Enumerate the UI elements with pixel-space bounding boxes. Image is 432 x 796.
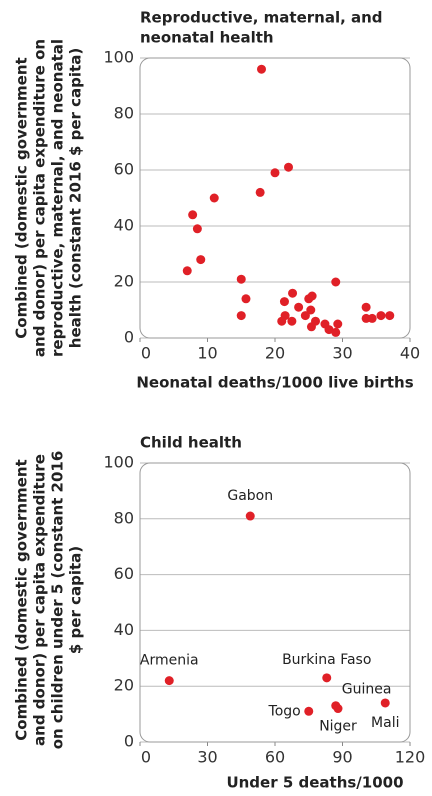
y-axis-label: health (constant 2016 $ per capita) — [67, 48, 85, 348]
point — [279, 297, 289, 307]
chart-title: neonatal health — [140, 29, 274, 47]
y-axis-label: $ per capita) — [67, 546, 85, 654]
point — [333, 704, 343, 714]
point-label: Togo — [268, 703, 301, 719]
y-axis-label: and donor) per capita expenditure — [31, 454, 49, 746]
y-axis-label: Combined (domestic government — [13, 459, 31, 740]
point — [380, 698, 390, 708]
point — [236, 274, 246, 284]
point — [196, 255, 206, 265]
point — [331, 277, 341, 287]
y-axis-label: and donor) per capita expenditure on — [31, 39, 49, 357]
point — [307, 291, 317, 301]
y-tick-label: 0 — [124, 328, 134, 347]
x-tick-label: 60 — [265, 748, 285, 767]
point — [385, 311, 395, 321]
point — [288, 288, 298, 298]
point-label: Gabon — [227, 488, 273, 504]
y-tick-label: 80 — [114, 508, 134, 527]
x-tick-label: 90 — [332, 748, 352, 767]
point — [192, 224, 202, 234]
x-axis-label: Neonatal deaths/1000 live births — [136, 374, 413, 392]
y-axis-label: Combined (domestic government — [13, 57, 31, 338]
y-tick-label: 60 — [114, 160, 134, 179]
point — [255, 187, 265, 197]
point — [287, 316, 297, 326]
point — [376, 311, 386, 321]
point — [241, 294, 251, 304]
point — [164, 676, 174, 686]
point-label: Burkina Faso — [282, 652, 371, 668]
point-label: Niger — [319, 719, 357, 735]
x-axis-label: Under 5 deaths/1000 — [226, 774, 403, 792]
point-label: Mali — [371, 715, 399, 731]
y-tick-label: 20 — [114, 676, 134, 695]
point — [324, 325, 334, 335]
point-label: Guinea — [342, 682, 392, 698]
point — [361, 302, 371, 312]
plot-frame — [139, 462, 411, 743]
y-tick-label: 20 — [114, 272, 134, 291]
chart-title: Child health — [140, 434, 242, 452]
point — [306, 322, 316, 332]
point — [300, 311, 310, 321]
point — [209, 193, 219, 203]
point — [333, 319, 343, 329]
x-tick-label: 0 — [141, 748, 151, 767]
point — [322, 673, 332, 683]
y-tick-label: 80 — [114, 104, 134, 123]
point — [277, 316, 287, 326]
x-tick-label: 20 — [265, 344, 285, 363]
x-tick-label: 30 — [197, 748, 217, 767]
point — [294, 302, 304, 312]
y-tick-label: 40 — [114, 216, 134, 235]
y-tick-label: 100 — [103, 453, 134, 472]
y-axis-label: reproductive, maternal, and neonatal — [49, 39, 67, 357]
x-tick-label: 30 — [332, 344, 352, 363]
point — [182, 266, 192, 276]
x-tick-label: 120 — [395, 748, 426, 767]
y-tick-label: 0 — [124, 732, 134, 751]
point — [367, 313, 377, 323]
point — [245, 511, 255, 521]
chart-title: Reproductive, maternal, and — [140, 9, 383, 27]
y-axis-label: on children under 5 (constant 2016 — [49, 451, 67, 750]
x-tick-label: 10 — [197, 344, 217, 363]
point — [257, 64, 266, 74]
point — [331, 327, 341, 337]
x-tick-label: 40 — [400, 344, 420, 363]
point — [306, 305, 316, 315]
point — [284, 162, 293, 172]
plot-frame — [139, 57, 411, 339]
point — [304, 706, 314, 716]
y-tick-label: 60 — [114, 564, 134, 583]
x-tick-label: 0 — [141, 344, 151, 363]
point — [236, 311, 246, 321]
point — [270, 168, 280, 178]
point-label: Armenia — [140, 653, 199, 669]
y-tick-label: 40 — [114, 620, 134, 639]
point — [188, 210, 198, 220]
y-tick-label: 100 — [103, 48, 134, 67]
